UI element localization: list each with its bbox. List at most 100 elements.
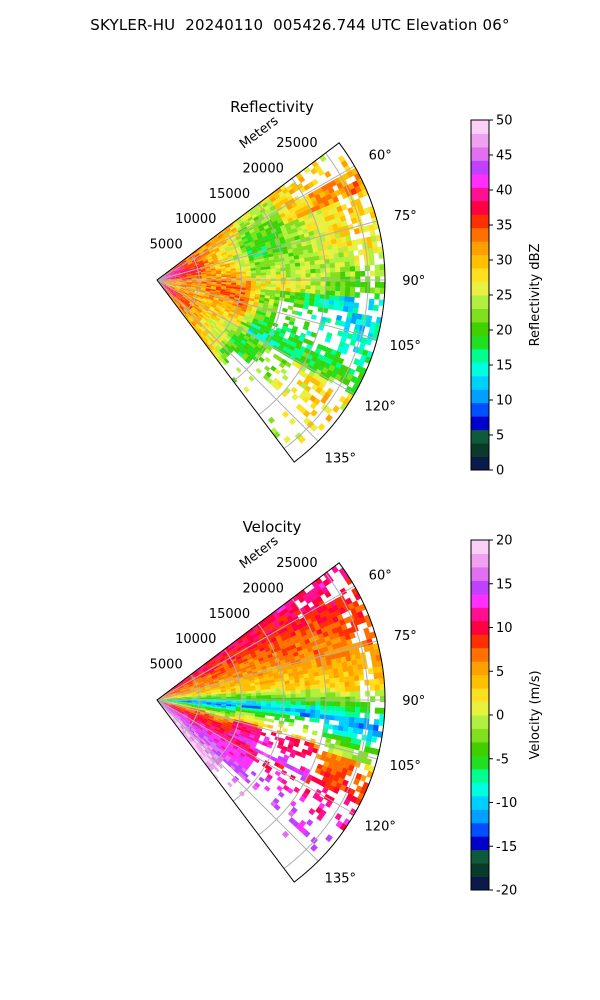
field-cell [231, 670, 237, 675]
field-cell [231, 696, 237, 699]
field-cell [314, 289, 321, 295]
field-cell [229, 645, 236, 651]
field-cell [190, 287, 196, 290]
field-cell [210, 251, 216, 255]
field-cell [239, 332, 246, 338]
field-cell [165, 272, 171, 276]
field-cell [173, 297, 178, 302]
field-cell [186, 694, 192, 697]
field-cell [296, 226, 303, 232]
field-cell [230, 655, 236, 661]
field-cell [240, 634, 246, 640]
field-cell [181, 282, 187, 285]
field-cell [191, 277, 197, 279]
field-cell [190, 706, 197, 709]
field-cell [265, 289, 271, 294]
range-ring [283, 572, 369, 870]
field-cell [324, 710, 331, 716]
field-cell [202, 678, 208, 682]
field-cell [180, 287, 186, 290]
field-cell [282, 651, 289, 657]
field-cell [205, 723, 211, 728]
field-cell [294, 642, 302, 649]
field-cell [173, 685, 178, 689]
field-cell [355, 696, 361, 702]
field-cell [181, 277, 187, 279]
field-cell [373, 672, 380, 680]
field-cell [184, 686, 190, 690]
field-cell [322, 631, 329, 638]
field-cell [290, 277, 296, 282]
radial-tick-label: 10000 [175, 212, 216, 227]
field-cell [264, 356, 271, 363]
field-cell [171, 292, 177, 297]
field-cell [284, 343, 291, 349]
field-cell [166, 275, 172, 278]
field-cell [265, 280, 272, 285]
field-cell [281, 757, 288, 764]
field-cell [369, 649, 376, 657]
field-cell [350, 317, 357, 325]
field-cell [290, 266, 296, 271]
field-cell [190, 315, 196, 321]
field-cell [175, 715, 181, 720]
field-cell [226, 316, 232, 321]
field-cell [166, 290, 171, 295]
field-cell [312, 667, 319, 673]
field-cell [351, 732, 358, 739]
field-cell [227, 674, 233, 678]
field-cell [160, 703, 165, 707]
field-cell [224, 713, 231, 717]
field-cell [260, 286, 267, 290]
field-cell [229, 309, 236, 314]
field-cell [209, 744, 215, 749]
field-cell [270, 286, 276, 291]
field-cell [266, 230, 273, 236]
field-cell [255, 692, 262, 696]
field-cell [341, 640, 348, 647]
field-cell [318, 611, 326, 619]
field-cell [332, 304, 339, 311]
field-cell [235, 248, 242, 253]
field-cell [235, 291, 241, 295]
field-cell [180, 724, 185, 730]
field-cell [310, 281, 316, 286]
field-cell [203, 323, 209, 329]
field-cell [234, 683, 241, 687]
field-cell [185, 313, 190, 319]
field-cell [168, 708, 174, 712]
field-cell [206, 254, 212, 259]
field-cell [201, 338, 207, 344]
field-cell [272, 619, 279, 626]
field-cell [345, 276, 351, 282]
field-cell [280, 368, 288, 375]
field-cell [183, 734, 188, 740]
field-cell [293, 299, 300, 304]
field-cell [280, 760, 287, 767]
field-cell [207, 676, 213, 680]
field-cell [232, 303, 238, 307]
field-cell [211, 301, 218, 306]
field-cell [255, 210, 262, 217]
field-cell [179, 688, 185, 691]
field-cell [323, 189, 331, 197]
field-cell [213, 678, 219, 683]
field-cell [220, 333, 226, 339]
field-cell [239, 679, 245, 684]
field-cell [220, 267, 226, 271]
colorbar-tick-label: -5 [496, 752, 509, 767]
field-cell [217, 233, 223, 239]
field-cell [176, 274, 182, 277]
field-cell [170, 705, 176, 708]
field-cell [305, 222, 312, 229]
field-cell [335, 820, 344, 829]
field-cell [170, 286, 176, 289]
field-cell [320, 206, 328, 214]
field-cell [207, 677, 213, 681]
field-cell [171, 284, 177, 287]
field-cell [166, 281, 172, 283]
field-cell [257, 302, 264, 307]
field-cell [174, 289, 180, 293]
field-cell [328, 784, 336, 792]
field-cell [336, 766, 344, 773]
